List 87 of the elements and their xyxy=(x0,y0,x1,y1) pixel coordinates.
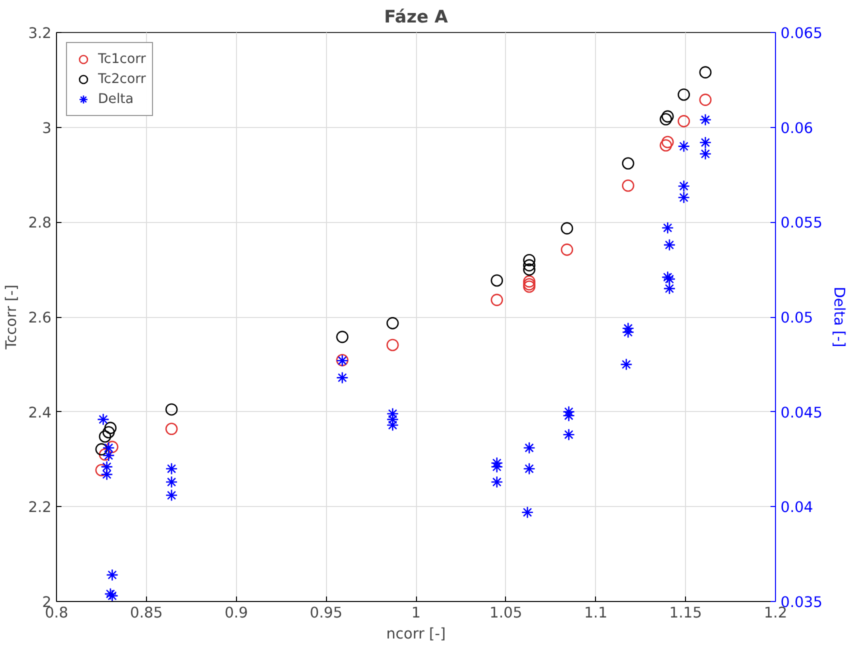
point xyxy=(98,448,112,461)
point xyxy=(523,275,536,288)
chart-title: Fáze A xyxy=(384,8,448,28)
point xyxy=(523,462,536,475)
y-tick-label: 2.4 xyxy=(28,404,52,422)
y-tick-label: 2.8 xyxy=(28,214,52,232)
point xyxy=(165,462,178,475)
point xyxy=(523,259,536,272)
point xyxy=(678,115,690,128)
point xyxy=(562,406,575,418)
point xyxy=(102,442,115,454)
y-tick-label: 2.2 xyxy=(28,499,52,516)
x-tick-label: 1.05 xyxy=(490,604,522,622)
point xyxy=(490,460,504,473)
x-tick-label: 0.95 xyxy=(310,604,342,622)
point xyxy=(699,136,712,149)
point xyxy=(97,413,110,426)
point xyxy=(678,140,690,152)
point xyxy=(678,191,690,204)
point xyxy=(386,317,399,330)
point xyxy=(165,489,178,502)
y-axis-title: Tccorr [-] xyxy=(3,284,20,350)
point xyxy=(490,274,504,287)
x-axis-title: ncorr [-] xyxy=(386,626,446,642)
point xyxy=(106,440,118,454)
point xyxy=(100,468,113,481)
point xyxy=(386,338,399,352)
x-tick-label: 0.85 xyxy=(130,604,163,622)
point xyxy=(102,426,115,438)
legend-label: Tc1corr xyxy=(98,52,146,66)
point xyxy=(662,110,674,123)
point xyxy=(560,222,574,234)
y-tick-label: 3 xyxy=(42,120,52,137)
x-tick-label: 0.9 xyxy=(224,604,248,622)
y-tick-label: 3.2 xyxy=(28,25,52,42)
y2-tick-label: 0.065 xyxy=(780,25,822,42)
point xyxy=(102,449,115,462)
y2-tick-label: 0.055 xyxy=(780,214,822,232)
point xyxy=(165,476,178,488)
point xyxy=(490,476,504,488)
point xyxy=(523,280,536,293)
y2-tick-label: 0.04 xyxy=(780,499,814,516)
point xyxy=(336,330,348,344)
point xyxy=(521,506,534,519)
y2-tick-label: 0.05 xyxy=(780,310,814,326)
point xyxy=(660,113,672,126)
x-tick-label: 1 xyxy=(411,604,421,622)
point xyxy=(622,157,634,170)
point xyxy=(699,114,712,126)
point xyxy=(386,408,399,420)
point xyxy=(490,294,504,306)
point xyxy=(165,422,178,436)
point xyxy=(523,254,536,266)
point xyxy=(104,422,117,434)
point xyxy=(560,244,574,256)
point xyxy=(523,278,536,290)
legend-label: Delta xyxy=(98,92,134,106)
point xyxy=(699,94,712,106)
point xyxy=(699,148,712,160)
x-tick-label: 1.1 xyxy=(584,604,608,622)
point xyxy=(622,326,634,338)
point xyxy=(562,428,575,441)
point xyxy=(562,409,575,422)
point xyxy=(663,282,676,295)
point xyxy=(622,180,634,192)
point xyxy=(678,88,690,101)
point xyxy=(106,568,118,582)
y2-tick-label: 0.06 xyxy=(780,120,814,137)
point xyxy=(620,358,632,371)
point xyxy=(678,180,690,192)
point xyxy=(523,263,536,276)
point xyxy=(165,403,178,416)
y2-tick-label: 0.045 xyxy=(780,404,822,422)
point xyxy=(98,430,112,443)
point xyxy=(336,372,348,384)
point xyxy=(699,66,712,78)
point xyxy=(662,136,674,148)
point xyxy=(663,238,676,252)
x-tick-label: 1.15 xyxy=(669,604,702,622)
legend-label: Tc2corr xyxy=(98,72,146,86)
point xyxy=(95,443,108,456)
y2-axis-title: Delta [-] xyxy=(830,286,848,348)
point xyxy=(523,442,536,454)
point xyxy=(662,222,674,234)
point xyxy=(100,460,113,473)
point xyxy=(660,139,672,152)
y-tick-label: 2.6 xyxy=(28,310,52,326)
